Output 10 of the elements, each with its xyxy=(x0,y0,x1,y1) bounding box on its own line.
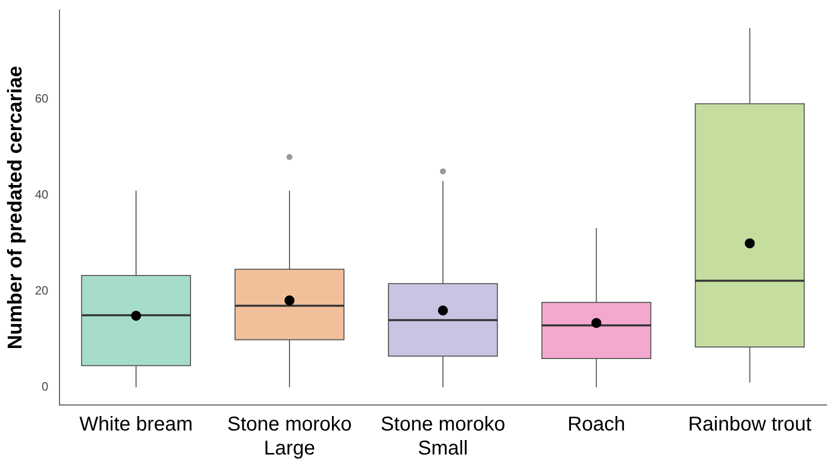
x-tick-label: Rainbow trout xyxy=(688,414,812,436)
y-tick-label: 0 xyxy=(42,380,49,394)
x-tick-label: Roach xyxy=(567,414,626,436)
y-axis-title: Number of predated cercariae xyxy=(4,66,27,350)
y-tick-label: 60 xyxy=(34,92,49,106)
x-tick-label: Stone moroko Small xyxy=(380,414,506,460)
y-tick-label: 20 xyxy=(34,284,49,298)
x-tick-label: Stone moroko Large xyxy=(227,414,352,460)
x-tick-label: White bream xyxy=(79,414,193,436)
y-tick-label: 40 xyxy=(34,188,49,202)
